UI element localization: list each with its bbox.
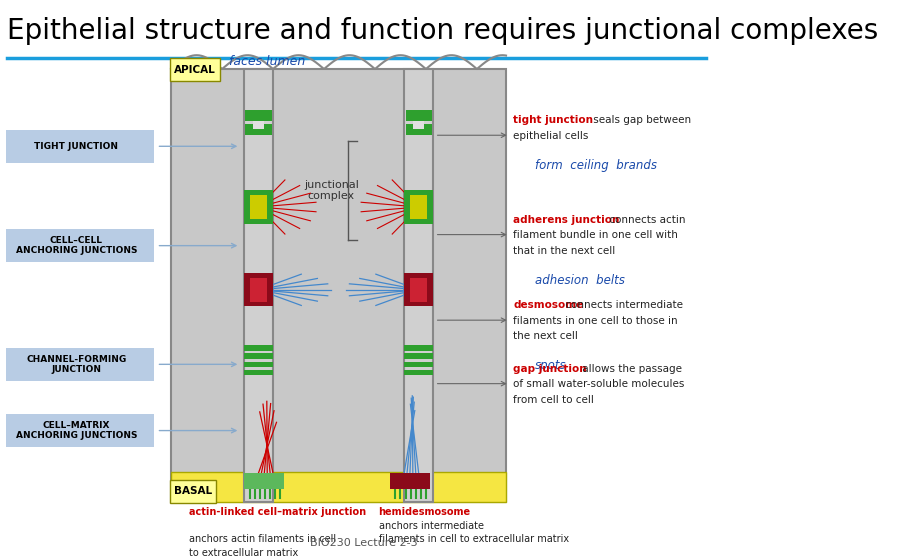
Text: tight junction: tight junction [513,115,594,125]
FancyBboxPatch shape [169,480,216,503]
Text: adherens junction: adherens junction [513,215,620,225]
Text: allows the passage: allows the passage [579,364,681,374]
Text: BASAL: BASAL [174,486,212,496]
Bar [405,345,433,350]
Text: connects intermediate: connects intermediate [563,300,683,310]
Text: connects actin: connects actin [606,215,686,225]
Bar [244,69,273,503]
Text: CELL–CELL
ANCHORING JUNCTIONS: CELL–CELL ANCHORING JUNCTIONS [15,236,138,255]
Text: TIGHT JUNCTION: TIGHT JUNCTION [34,142,119,151]
Bar [405,191,433,224]
Text: epithelial cells: epithelial cells [513,131,588,141]
Bar [405,124,432,135]
Bar [244,370,273,376]
Text: filaments in cell to extracellular matrix: filaments in cell to extracellular matri… [378,534,568,544]
Bar [244,273,273,306]
Text: seals gap between: seals gap between [590,115,691,125]
FancyBboxPatch shape [5,229,155,262]
Bar [389,473,430,489]
Text: APICAL: APICAL [174,64,215,74]
Bar [244,191,273,224]
Text: CELL–MATRIX
ANCHORING JUNCTIONS: CELL–MATRIX ANCHORING JUNCTIONS [15,421,138,440]
Text: anchors actin filaments in cell: anchors actin filaments in cell [189,534,337,544]
Text: gap junction: gap junction [513,364,587,374]
Bar [405,370,433,376]
Bar [245,111,272,121]
Text: from cell to cell: from cell to cell [513,395,595,405]
Text: hemidesmosome: hemidesmosome [378,507,471,517]
Text: to extracellular matrix: to extracellular matrix [189,548,299,558]
Bar [405,273,433,306]
Bar [413,121,424,129]
Bar [405,111,432,121]
FancyBboxPatch shape [5,414,155,447]
Bar [405,362,433,367]
Bar [171,69,506,503]
FancyBboxPatch shape [169,58,220,81]
Text: Epithelial structure and function requires junctional complexes: Epithelial structure and function requir… [7,17,879,45]
Bar [244,345,273,350]
Text: anchors intermediate: anchors intermediate [378,520,483,530]
Bar [244,473,284,489]
Bar [410,278,427,302]
Bar [250,278,267,302]
Text: filament bundle in one cell with: filament bundle in one cell with [513,230,678,240]
Text: junctional
complex: junctional complex [304,179,358,201]
Bar [405,69,433,503]
Text: actin-linked cell–matrix junction: actin-linked cell–matrix junction [189,507,367,517]
Bar [244,353,273,359]
Text: faces lumen: faces lumen [229,55,306,68]
Bar [245,124,272,135]
Bar [410,195,427,219]
Bar [250,195,267,219]
Text: filaments in one cell to those in: filaments in one cell to those in [513,316,678,326]
Text: desmosome: desmosome [513,300,584,310]
FancyBboxPatch shape [5,130,155,163]
Bar [244,362,273,367]
Bar [405,353,433,359]
Text: spots: spots [535,359,567,372]
FancyBboxPatch shape [5,348,155,381]
Text: BIO230 Lecture 2-3: BIO230 Lecture 2-3 [310,538,418,548]
Text: of small water-soluble molecules: of small water-soluble molecules [513,379,685,389]
Text: CHANNEL-FORMING
JUNCTION: CHANNEL-FORMING JUNCTION [26,354,127,374]
Bar [252,121,264,129]
Text: the next cell: the next cell [513,331,578,341]
Text: that in the next cell: that in the next cell [513,245,615,255]
Text: adhesion  belts: adhesion belts [535,274,625,287]
Text: form  ceiling  brands: form ceiling brands [535,159,657,172]
Bar [171,472,506,503]
